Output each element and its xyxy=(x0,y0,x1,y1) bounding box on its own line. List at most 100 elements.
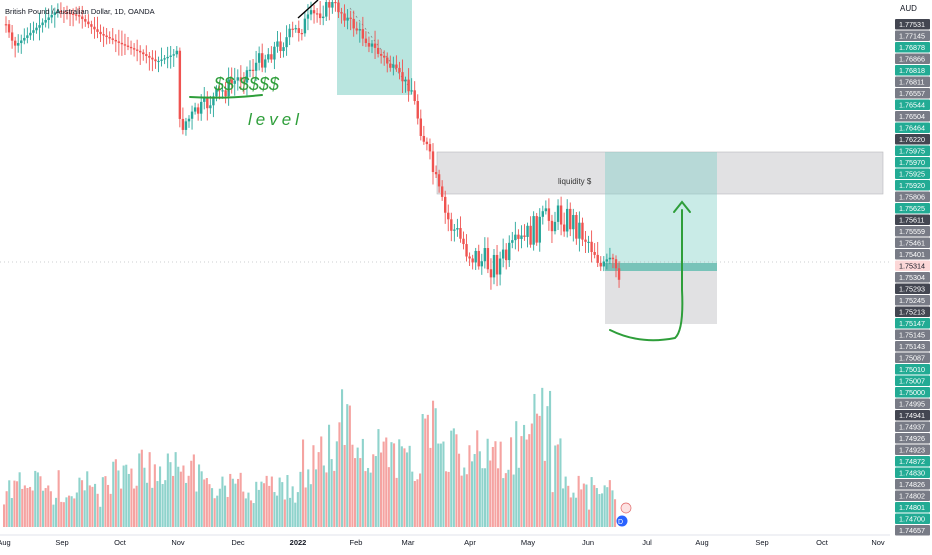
candle-body xyxy=(376,47,380,54)
candle-body xyxy=(157,60,160,63)
volume-bar xyxy=(338,422,341,527)
candle-body xyxy=(593,252,596,255)
volume-bar xyxy=(268,485,271,527)
volume-bar xyxy=(55,497,58,527)
volume-bar xyxy=(47,485,50,527)
price-tag-label: 1.76220 xyxy=(899,135,925,144)
price-tag-label: 1.75147 xyxy=(899,319,925,328)
volume-bar xyxy=(551,492,554,527)
price-tag-label: 1.74830 xyxy=(899,469,925,478)
volume-bar xyxy=(91,486,94,527)
volume-bar xyxy=(265,475,268,527)
candle-body xyxy=(517,234,520,239)
price-tag-label: 1.74802 xyxy=(899,492,925,501)
volume-bar xyxy=(260,481,263,527)
liquidity-zone xyxy=(436,151,884,195)
price-tag-label: 1.75293 xyxy=(899,285,925,294)
candle-body xyxy=(416,101,419,119)
volume-bar xyxy=(481,468,484,527)
volume-bar xyxy=(250,500,253,527)
candle-body xyxy=(32,30,35,33)
volume-bar xyxy=(190,460,193,527)
volume-bar xyxy=(86,471,89,527)
volume-bar xyxy=(317,452,320,527)
volume-bar xyxy=(403,448,406,527)
volume-bar xyxy=(393,443,396,527)
candle-body xyxy=(566,208,569,232)
volume-bar xyxy=(554,445,557,527)
candle-body xyxy=(312,10,316,14)
candle-body xyxy=(50,14,53,18)
price-tag-bg xyxy=(895,525,930,536)
candle-body xyxy=(477,250,480,267)
price-tag-bg xyxy=(895,249,930,260)
candle-body xyxy=(468,256,471,259)
volume-bar xyxy=(198,464,201,527)
volume-bar xyxy=(296,492,299,527)
volume-bar xyxy=(598,494,601,527)
candle-body xyxy=(459,228,462,239)
price-tag-label: 1.74826 xyxy=(899,480,925,489)
volume-bar xyxy=(343,444,346,527)
candle-body xyxy=(111,38,114,40)
volume-bar xyxy=(289,497,292,527)
price-tag-label: 1.74937 xyxy=(899,423,925,432)
candle-body xyxy=(483,248,487,262)
candle-body xyxy=(486,248,490,270)
volume-bar xyxy=(484,468,487,527)
volume-bar xyxy=(291,486,294,527)
candle-body xyxy=(572,214,575,230)
price-axis[interactable]: AUD 1.77531 1.77145 1.76878 1.76866 1.76818 1.… xyxy=(890,0,932,536)
volume-bar xyxy=(419,473,422,527)
volume-bar xyxy=(585,484,588,527)
dollar-signs: $$ $$$$ xyxy=(213,74,280,94)
price-tag-label: 1.75010 xyxy=(899,365,925,374)
candle-body xyxy=(410,90,413,92)
volume-bar xyxy=(614,499,617,527)
volume-bar xyxy=(348,405,351,527)
volume-bar xyxy=(42,490,45,527)
volume-bar xyxy=(94,483,97,527)
candle-body xyxy=(56,10,60,13)
price-tag-label: 1.77531 xyxy=(899,20,925,29)
volume-bar xyxy=(364,471,367,527)
volume-bar xyxy=(52,504,55,527)
candle-body xyxy=(245,70,249,83)
candle-body xyxy=(273,46,276,60)
candle-body xyxy=(529,225,532,245)
volume-bar xyxy=(101,477,104,527)
volume-bar xyxy=(377,429,380,527)
candle-body xyxy=(547,208,551,221)
volume-bar xyxy=(203,479,206,527)
candle-body xyxy=(90,24,93,27)
volume-bar xyxy=(10,498,13,527)
candle-body xyxy=(68,12,72,15)
volume-bar xyxy=(580,489,583,527)
volume-bar xyxy=(200,471,203,527)
volume-bar xyxy=(109,493,112,527)
volume-bar xyxy=(575,497,578,527)
volume-bar xyxy=(18,472,21,527)
volume-bar xyxy=(385,437,388,527)
candle-body xyxy=(264,59,267,68)
candle-body xyxy=(224,90,227,97)
candle-body xyxy=(154,59,157,62)
candle-body xyxy=(413,90,416,102)
candle-body xyxy=(166,56,169,59)
price-tag-label: 1.74657 xyxy=(899,526,925,535)
candle-body xyxy=(93,26,96,30)
price-tag-bg xyxy=(895,456,930,467)
price-tag-label: 1.75461 xyxy=(899,239,925,248)
volume-bar xyxy=(473,454,476,527)
candle-body xyxy=(334,2,337,4)
volume-bar xyxy=(237,478,240,527)
price-tag-label: 1.75314 xyxy=(899,262,925,271)
candle-body xyxy=(617,268,621,280)
price-tag-label: 1.76866 xyxy=(899,55,925,64)
volume-bar xyxy=(57,470,60,527)
time-axis[interactable]: Aug Sep Oct Nov Dec 2022 Feb Mar Apr May Jun Jul Aug… xyxy=(0,534,890,547)
time-tick-label: Sep xyxy=(55,538,68,547)
time-tick-label: 2022 xyxy=(290,538,307,547)
volume-bar xyxy=(195,491,198,527)
volume-bar xyxy=(247,492,250,527)
